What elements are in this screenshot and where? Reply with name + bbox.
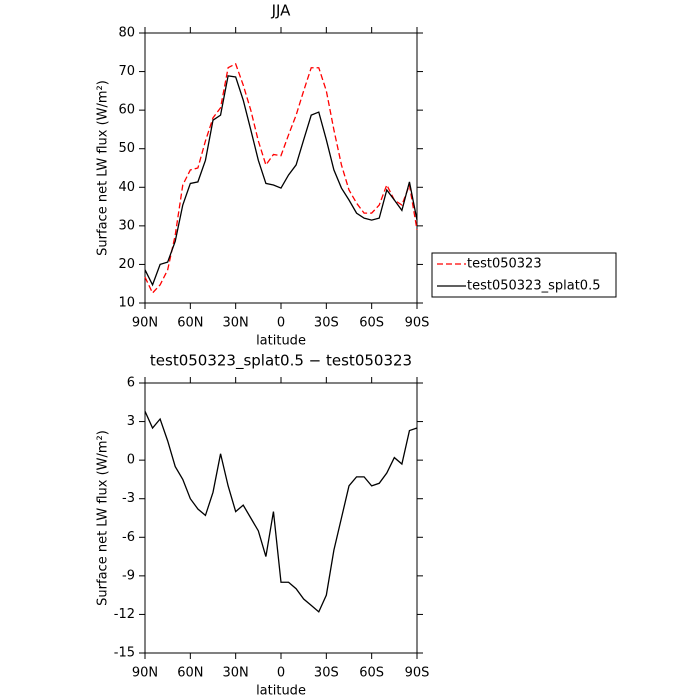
x-tick-label: 60S: [359, 666, 384, 681]
y-tick-label: -6: [122, 530, 135, 545]
x-tick-label: 90S: [405, 316, 430, 331]
x-tick-label: 90N: [132, 316, 158, 331]
y-axis-label: Surface net LW flux (W/m²): [96, 80, 111, 256]
y-tick-label: 40: [118, 180, 135, 195]
x-tick-label: 90S: [405, 666, 430, 681]
y-axis-label: Surface net LW flux (W/m²): [96, 430, 111, 606]
x-axis-label: latitude: [256, 334, 306, 349]
legend-box: [431, 252, 617, 298]
y-tick-label: 80: [118, 26, 135, 41]
chart-title: test050323_splat0.5 − test050323: [150, 352, 412, 371]
y-tick-label: -9: [122, 568, 135, 583]
data-line: [144, 411, 418, 613]
y-tick-label: 10: [118, 296, 135, 311]
chart-title: JJA: [271, 2, 292, 20]
x-tick-label: 30N: [223, 316, 249, 331]
y-tick-label: -15: [114, 646, 135, 661]
y-tick-label: 0: [127, 453, 135, 468]
x-tick-label: 60S: [359, 316, 384, 331]
x-tick-label: 30N: [223, 666, 249, 681]
y-tick-label: 20: [118, 257, 135, 272]
y-tick-label: -12: [114, 607, 135, 622]
plot-frame: [144, 32, 418, 304]
y-tick-label: 3: [127, 414, 135, 429]
data-line: [144, 75, 418, 287]
y-tick-label: 70: [118, 64, 135, 79]
x-tick-label: 60N: [177, 316, 203, 331]
y-tick-label: -3: [122, 491, 135, 506]
x-tick-label: 60N: [177, 666, 203, 681]
y-tick-label: 30: [118, 218, 135, 233]
y-tick-label: 6: [127, 376, 135, 391]
plot-frame: [144, 382, 418, 654]
x-tick-label: 30S: [314, 316, 339, 331]
x-tick-label: 30S: [314, 666, 339, 681]
legend-label: test050323: [467, 257, 542, 272]
x-tick-label: 0: [277, 316, 285, 331]
x-axis-label: latitude: [256, 684, 306, 699]
y-tick-label: 60: [118, 103, 135, 118]
y-tick-label: 50: [118, 141, 135, 156]
x-tick-label: 90N: [132, 666, 158, 681]
data-line: [144, 62, 418, 295]
x-tick-label: 0: [277, 666, 285, 681]
legend-label: test050323_splat0.5: [467, 279, 600, 294]
